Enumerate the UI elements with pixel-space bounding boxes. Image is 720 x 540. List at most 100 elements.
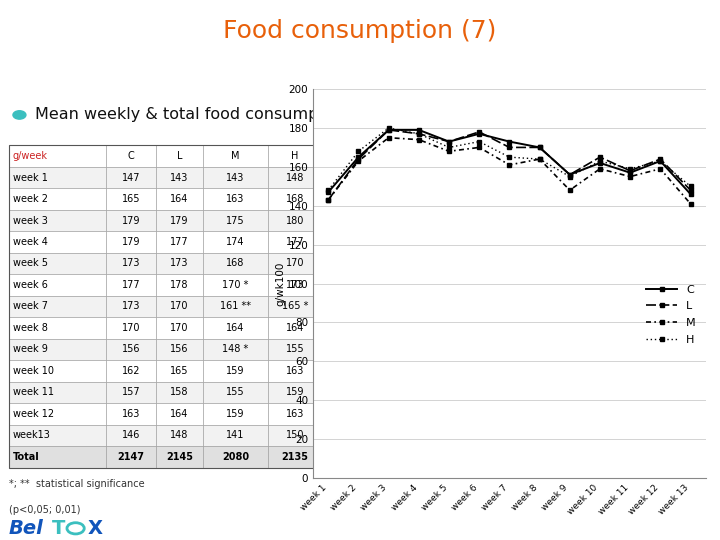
Text: week 5: week 5 [13,259,48,268]
H [656,158,665,164]
Text: 173: 173 [286,280,304,290]
M [595,166,604,172]
Bar [268,339,322,360]
Text: 179: 179 [122,237,140,247]
M [656,166,665,172]
Text: 168: 168 [226,259,245,268]
Bar [106,403,156,424]
Bar [106,382,156,403]
Text: *; **  statistical significance: *; ** statistical significance [9,480,144,489]
Text: 156: 156 [122,345,140,354]
Text: 147: 147 [122,173,140,183]
L [535,144,544,151]
Text: 156: 156 [171,345,189,354]
Bar [203,382,268,403]
Bar [268,403,322,424]
Legend: C, L, M, H: C, L, M, H [642,280,700,349]
Text: 170: 170 [286,259,304,268]
Bar [106,296,156,317]
C [626,170,634,176]
Bar [9,317,106,339]
Bar [156,360,203,382]
Text: week 10: week 10 [13,366,54,376]
L [445,138,454,145]
Text: 155: 155 [286,345,304,354]
Text: 164: 164 [226,323,245,333]
Text: 2147: 2147 [117,452,145,462]
Text: 170: 170 [171,301,189,312]
H [686,183,695,190]
Text: g/week: g/week [13,151,48,161]
H [595,158,604,164]
C [656,158,665,164]
M [475,144,484,151]
Bar [156,317,203,339]
C [505,138,514,145]
Text: 148 *: 148 * [222,345,248,354]
Bar [156,253,203,274]
C [565,171,574,178]
L [505,144,514,151]
Bar [156,296,203,317]
M [445,148,454,154]
Text: week13: week13 [13,430,51,440]
Text: 163: 163 [122,409,140,419]
Bar [156,339,203,360]
M [354,158,363,164]
Bar [268,210,322,231]
Text: week 8: week 8 [13,323,48,333]
Bar [203,296,268,317]
Text: 164: 164 [286,323,304,333]
Bar [9,382,106,403]
Bar [203,210,268,231]
C [445,138,454,145]
Bar [203,188,268,210]
Bar [156,382,203,403]
Bar [106,339,156,360]
Bar [268,274,322,296]
Text: 159: 159 [286,387,304,397]
Text: M: M [231,151,240,161]
Bar [106,188,156,210]
Text: 165: 165 [122,194,140,204]
Text: 163: 163 [226,194,245,204]
Text: week 4: week 4 [13,237,48,247]
M [686,200,695,207]
Text: 163: 163 [286,409,304,419]
Bar [106,446,156,468]
Text: week 3: week 3 [13,215,48,226]
Text: 170 *: 170 * [222,280,248,290]
Bar [9,231,106,253]
Bar [106,145,156,167]
Text: Food consumption (7): Food consumption (7) [223,19,497,43]
Text: 148: 148 [171,430,189,440]
L [595,154,604,160]
Text: 146: 146 [122,430,140,440]
Bar [203,317,268,339]
H [565,173,574,180]
Text: 143: 143 [226,173,245,183]
L [686,187,695,193]
Text: week 2: week 2 [13,194,48,204]
Bar [9,145,106,167]
Text: week 9: week 9 [13,345,48,354]
L [324,197,333,203]
Text: C: C [127,151,135,161]
Line: C: C [327,128,692,196]
Bar [156,446,203,468]
Bar [268,296,322,317]
Bar [268,382,322,403]
Text: 175: 175 [226,215,245,226]
Bar [268,253,322,274]
Bar [156,274,203,296]
Bar [9,403,106,424]
Bar [9,360,106,382]
Text: 159: 159 [226,366,245,376]
Bar [9,253,106,274]
Bar [268,360,322,382]
Line: L: L [327,128,692,201]
Text: 148: 148 [286,173,304,183]
C [324,189,333,195]
Text: week 12: week 12 [13,409,54,419]
Bar [156,167,203,188]
